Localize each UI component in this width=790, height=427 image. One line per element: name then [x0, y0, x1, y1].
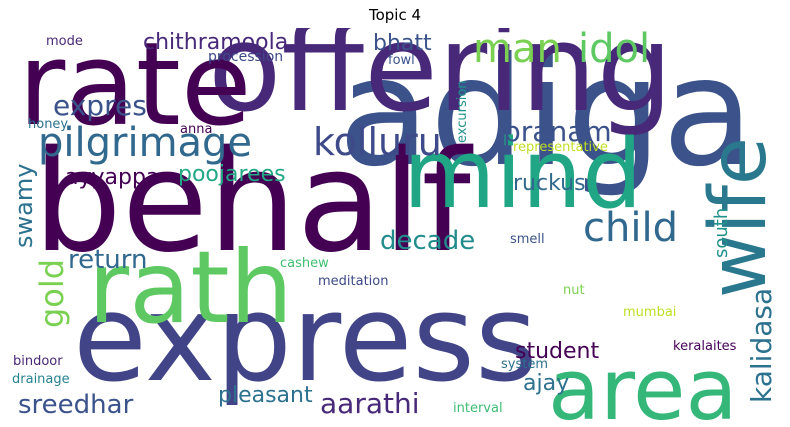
- word-system: system: [501, 357, 548, 372]
- word-student: student: [515, 339, 600, 364]
- wordcloud-title: Topic 4: [368, 6, 422, 24]
- word-poojarees: poojarees: [178, 162, 286, 187]
- word-ayyappa: ayyappa: [65, 165, 160, 190]
- word-representative: representative: [513, 140, 608, 155]
- word-rath: rath: [88, 229, 293, 346]
- word-gold: gold: [33, 258, 71, 328]
- word-pilgrimage: pilgrimage: [38, 120, 253, 166]
- word-sreedhar: sreedhar: [18, 390, 134, 420]
- word-kalidasa: kalidasa: [745, 287, 778, 403]
- word-mind: mind: [403, 120, 643, 230]
- word-decade: decade: [380, 226, 476, 256]
- word-man: man: [473, 28, 562, 72]
- word-smell: smell: [510, 232, 545, 247]
- word-swamy: swamy: [10, 163, 38, 248]
- word-pranam: pranam: [503, 115, 612, 148]
- word-child: child: [583, 205, 678, 251]
- word-interval: interval: [453, 401, 503, 416]
- word-mode: mode: [46, 34, 83, 49]
- word-adiga: adiga: [338, 28, 754, 200]
- word-ajay: ajay: [523, 371, 570, 396]
- word-keralaites: keralaites: [673, 339, 737, 354]
- word-anna: anna: [180, 122, 213, 137]
- word-behalf: behalf: [33, 121, 471, 284]
- word-bhatt: bhatt: [373, 31, 432, 56]
- word-aarathi: aarathi: [320, 387, 420, 420]
- wordcloud-canvas: adiga offering behalf express rate mind rath ar…: [8, 28, 783, 421]
- word-kolluru: kolluru: [313, 120, 442, 164]
- word-meditation: meditation: [318, 274, 389, 289]
- word-area: area: [548, 341, 738, 421]
- word-fowl: fowl: [388, 53, 415, 68]
- word-procession: procession: [208, 49, 284, 65]
- word-south: south: [711, 207, 732, 258]
- word-drainage: drainage: [12, 372, 70, 387]
- word-idol: idol: [578, 28, 651, 72]
- word-honey: honey: [28, 117, 69, 132]
- word-rate: rate: [18, 28, 252, 152]
- word-expres: expres: [53, 89, 147, 122]
- word-offering: offering: [208, 28, 673, 139]
- word-cashew: cashew: [280, 256, 329, 271]
- word-bindoor: bindoor: [13, 354, 63, 369]
- word-return: return: [68, 245, 148, 275]
- word-mumbai: mumbai: [623, 305, 677, 320]
- word-express: express: [73, 270, 538, 409]
- word-chithramoola: chithramoola: [143, 30, 289, 55]
- word-excursion: excursion: [455, 80, 470, 143]
- word-ruckus: ruckus: [513, 171, 586, 196]
- word-pleasant: pleasant: [218, 383, 313, 408]
- word-nut: nut: [563, 283, 585, 298]
